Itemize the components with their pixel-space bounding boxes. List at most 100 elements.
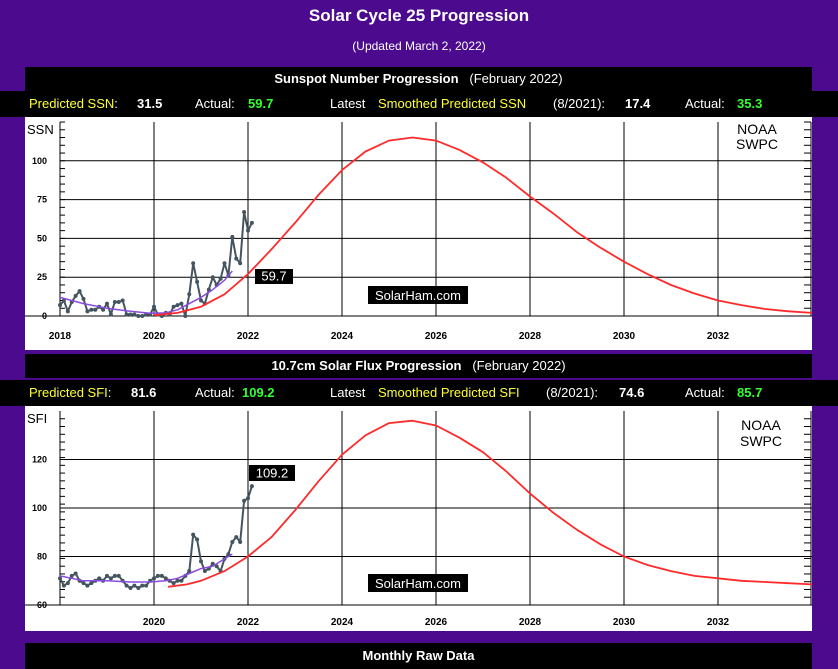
ssn-monthly-point: [242, 210, 247, 215]
sfi-panel: 10.7cm Solar Flux Progression (February …: [0, 354, 838, 631]
ssn-monthly-point: [73, 293, 78, 298]
ssn-watermark: SolarHam.com: [375, 288, 461, 303]
ssn-monthly-point: [249, 220, 254, 225]
ssn-monthly-point: [81, 296, 86, 301]
sfi-monthly-point: [140, 583, 145, 588]
sfi-monthly-line: [59, 485, 253, 589]
ssn-credit-line1: NOAA: [737, 121, 777, 137]
sfi-monthly-point: [124, 583, 129, 588]
sfi-monthly-point: [152, 576, 156, 581]
page-title: Solar Cycle 25 Progression: [308, 6, 530, 25]
monthly-raw-data-bar[interactable]: Monthly Raw Data: [25, 643, 812, 669]
ssn-actual-value: 59.7: [248, 96, 274, 111]
ssn-monthly-point: [128, 312, 133, 317]
sfi-panel-header: 10.7cm Solar Flux Progression (February …: [25, 354, 812, 378]
ssn-monthly-point: [77, 289, 82, 294]
ssn-monthly-point: [105, 301, 109, 306]
ssn-latest-label: Latest: [330, 96, 366, 111]
sfi-pred-value: 81.6: [131, 385, 157, 400]
sfi-plot-area: 2020 2022 2024 2026 2028 2030 2032 60 80 100 120 SF…: [25, 406, 812, 631]
ssn-monthly-point: [234, 256, 239, 261]
ssn-x-tick-label: 2028: [519, 331, 542, 342]
ssn-y-tick-label: 100: [32, 156, 47, 166]
ssn-monthly-point: [89, 307, 94, 312]
sfi-monthly-point: [202, 569, 207, 574]
sfi-monthly-point: [163, 576, 168, 581]
sfi-x-tick-label: 2028: [519, 617, 542, 628]
sfi-monthly-point: [112, 573, 117, 578]
ssn-panel: Sunspot Number Progression (February 202…: [0, 67, 838, 350]
ssn-monthly-point: [246, 228, 250, 233]
ssn-monthly-point: [136, 314, 141, 318]
ssn-monthly-point: [112, 300, 117, 305]
sfi-smoothed-date: (8/2021):: [546, 385, 599, 400]
ssn-actual2-value: 35.3: [737, 96, 763, 111]
ssn-monthly-point: [183, 314, 188, 318]
ssn-y-tick-label: 50: [37, 233, 47, 243]
sfi-actual-label: Actual:: [195, 385, 235, 400]
sfi-pred-label: Predicted SFI: [29, 385, 108, 400]
ssn-predicted-line: [153, 136, 812, 317]
sfi-annotation-box: [249, 465, 295, 481]
ssn-x-tick-label: 2032: [707, 331, 730, 342]
ssn-watermark-box: [368, 286, 468, 304]
sfi-monthly-point: [242, 498, 247, 503]
ssn-panel-title: Sunspot Number Progression: [274, 71, 459, 86]
sfi-x-tick-label: 2022: [237, 617, 260, 628]
ssn-monthly-point: [101, 307, 106, 312]
sfi-monthly-point: [159, 573, 164, 578]
sfi-monthly-point: [234, 535, 239, 540]
ssn-pred-value: 31.5: [137, 96, 163, 111]
sfi-monthly-point: [105, 573, 109, 578]
ssn-monthly-point: [206, 287, 211, 292]
ssn-monthly-point: [179, 301, 184, 306]
ssn-monthly-point: [85, 309, 90, 314]
ssn-credit-line2: SWPC: [736, 136, 778, 152]
sfi-x-tick-label: 2030: [613, 617, 636, 628]
ssn-x-tick-label: 2024: [331, 331, 354, 342]
sfi-monthly-point: [61, 583, 66, 588]
sfi-annotation-label: 109.2: [256, 466, 289, 481]
ssn-x-tick-label: 2022: [237, 331, 260, 342]
ssn-monthly-point: [140, 314, 145, 318]
ssn-monthly-point: [108, 312, 113, 317]
sfi-actual2-value: 85.7: [737, 385, 763, 400]
sfi-credit-line1: NOAA: [741, 417, 781, 433]
sfi-smoothed-line: [59, 553, 233, 583]
sfi-monthly-point: [128, 586, 133, 591]
sfi-monthly-point: [199, 559, 203, 564]
ssn-monthly-point: [222, 261, 227, 266]
sfi-y-tick-label: 80: [37, 552, 47, 562]
ssn-monthly-point: [61, 298, 66, 303]
sfi-monthly-point: [65, 581, 70, 586]
ssn-monthly-point: [120, 298, 125, 303]
sfi-monthly-point: [187, 569, 192, 574]
sfi-monthly-point: [175, 578, 180, 583]
sfi-x-tick-label: 2026: [425, 617, 448, 628]
ssn-pred-label: Predicted SSN: [29, 96, 115, 111]
ssn-smoothed-date: (8/2021):: [553, 96, 606, 111]
sfi-x-tick-label: 2020: [143, 617, 166, 628]
ssn-monthly-point: [152, 304, 156, 309]
sfi-monthly-point: [85, 583, 90, 588]
sfi-stats-bar: Predicted SFI: 81.6 Actual: 109.2 Latest…: [0, 380, 838, 406]
sfi-monthly-point: [58, 576, 62, 581]
sfi-actual-value: 109.2: [242, 385, 275, 400]
sfi-panel-title: 10.7cm Solar Flux Progression: [271, 358, 462, 373]
ssn-monthly-point: [210, 275, 215, 280]
sfi-x-tick-label: 2024: [331, 617, 354, 628]
sfi-watermark-box: [368, 574, 468, 592]
ssn-monthly-point: [93, 307, 98, 312]
sfi-monthly-point: [230, 539, 235, 544]
ssn-monthly-point: [65, 309, 70, 314]
ssn-actual2-label: Actual:: [685, 96, 725, 111]
ssn-monthly-point: [230, 234, 235, 239]
sfi-monthly-point: [249, 484, 254, 489]
ssn-monthly-point: [238, 261, 243, 266]
ssn-panel-header: Sunspot Number Progression (February 202…: [25, 67, 812, 91]
sfi-monthly-point: [191, 532, 196, 537]
sfi-y-tick-label: 120: [32, 455, 47, 465]
sfi-monthly-point: [246, 496, 250, 501]
sfi-monthly-point: [171, 581, 176, 586]
ssn-y-tick-label: 75: [37, 195, 47, 205]
